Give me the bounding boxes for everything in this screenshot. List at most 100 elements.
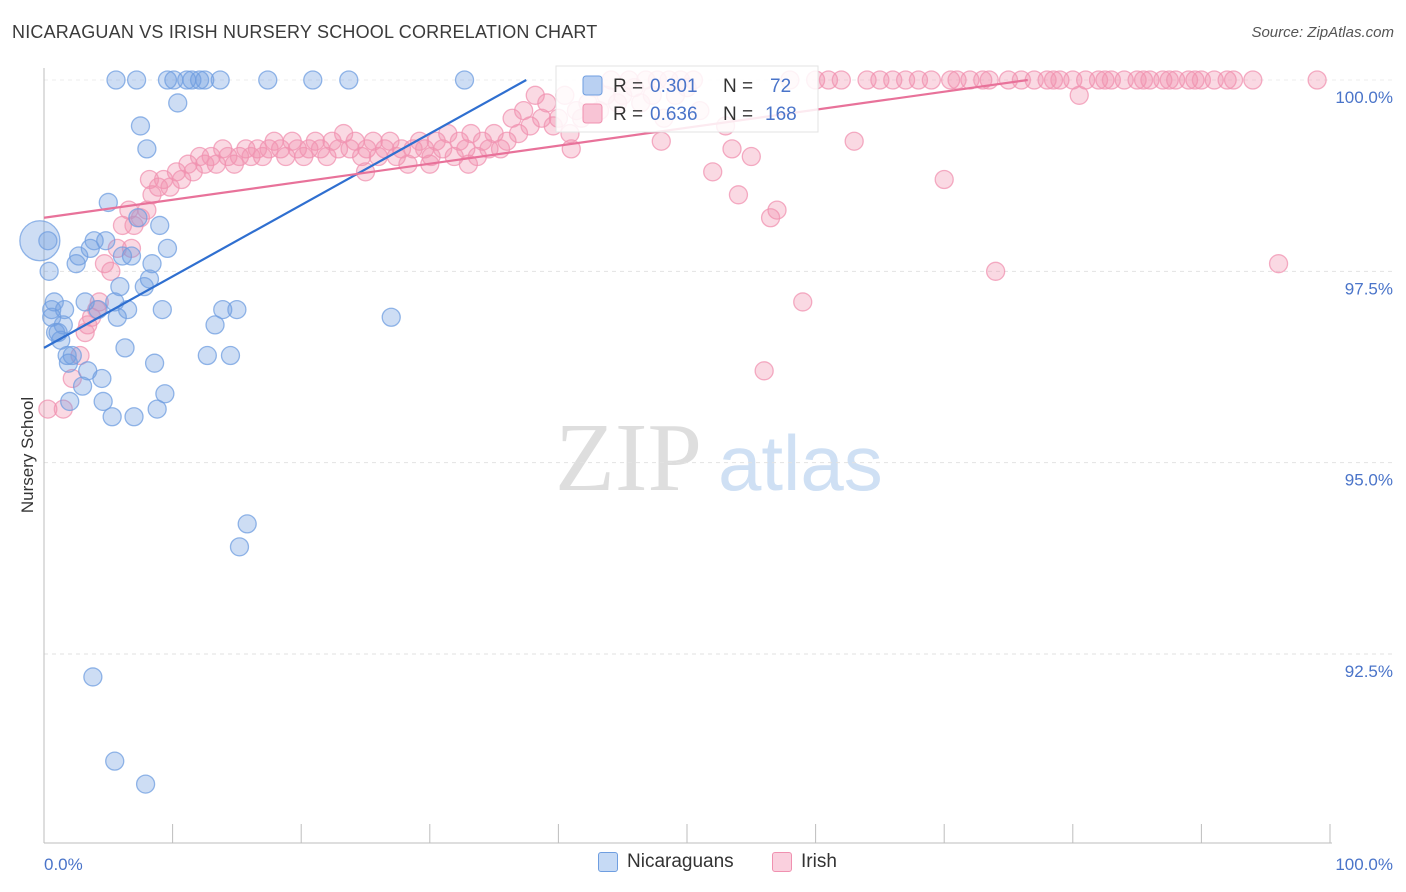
y-axis-label: Nursery School (18, 397, 37, 513)
irish-point (421, 146, 441, 167)
irish-point (525, 85, 545, 105)
nicaraguan-point-large (19, 220, 61, 262)
irish-point (449, 131, 470, 151)
bottom-legend-label-irish: Irish (801, 851, 837, 872)
nicaraguan-point (237, 514, 257, 534)
nicaraguan-point (139, 269, 160, 289)
legend-n-label-0: N = (723, 76, 753, 97)
nicaraguan-point (39, 261, 59, 281)
irish-point (472, 131, 493, 151)
irish-point (461, 123, 481, 144)
nicaraguan-point (227, 299, 247, 320)
irish-point (722, 139, 742, 159)
irish-trend-line (43, 78, 1028, 219)
nicaraguan-point (454, 70, 475, 90)
nicaraguan-point (69, 246, 89, 266)
correlation-legend: R = 0.301 N = 72 R = 0.636 N = 168 (555, 65, 819, 133)
nicaraguan-point (102, 407, 122, 427)
nicaraguan-point (142, 254, 162, 274)
legend-r-label-0: R = (613, 76, 643, 97)
nicaraguan-point (106, 70, 126, 90)
nicaraguan-point (152, 299, 172, 320)
nicaraguan-point (126, 70, 147, 90)
nicaraguan-point (157, 70, 178, 90)
nicaraguan-point (57, 345, 77, 366)
nicaraguan-point (381, 307, 401, 327)
irish-point (1069, 85, 1089, 105)
nicaraguan-point (60, 391, 80, 412)
nicaraguan-point (117, 299, 138, 320)
irish-point (973, 70, 993, 90)
irish-point (651, 131, 671, 151)
irish-point (497, 131, 517, 151)
nicaraguan-point (150, 215, 170, 236)
y-tick-label: 95.0% (1345, 471, 1393, 490)
nicaraguan-point (130, 116, 151, 136)
nicaraguan-point (110, 276, 130, 297)
bottom-legend-nicaraguans: Nicaraguans (598, 851, 734, 873)
irish-point (142, 185, 162, 205)
irish-point (793, 292, 813, 312)
chart-title: NICARAGUAN VS IRISH NURSERY SCHOOL CORRE… (12, 22, 598, 42)
irish-point (1223, 70, 1244, 90)
nicaraguan-point (220, 345, 241, 366)
nicaraguan-point (88, 299, 108, 320)
irish-point (508, 123, 529, 144)
nicaraguan-point (213, 299, 233, 320)
irish-point (741, 146, 761, 167)
bottom-legend-irish: Irish (772, 851, 837, 873)
irish-point (426, 131, 446, 151)
irish-point (754, 361, 774, 381)
irish-point (252, 146, 273, 167)
nicaraguan-point (210, 70, 230, 90)
nicaraguan-points (19, 70, 475, 794)
y-tick-label: 92.5% (1345, 662, 1393, 681)
irish-point (1159, 70, 1179, 90)
irish-point (1243, 70, 1263, 90)
chart-source: Source: ZipAtlas.com (1251, 24, 1394, 41)
y-tick-label: 100.0% (1335, 88, 1393, 107)
irish-point (89, 292, 109, 312)
x-tick-label-max: 100.0% (1335, 855, 1393, 874)
irish-point (1268, 254, 1289, 274)
irish-point (433, 139, 453, 159)
legend-swatch-nicaraguans (582, 75, 603, 96)
irish-point (62, 368, 82, 389)
irish-point (760, 208, 781, 228)
nicaraguan-point (83, 667, 103, 687)
irish-point (1043, 70, 1064, 90)
irish-point (940, 70, 961, 90)
bottom-legend-swatch-nicaraguans (598, 852, 618, 872)
irish-point (398, 154, 418, 174)
nicaraguan-point (93, 391, 113, 412)
nicaraguan-point (58, 353, 79, 373)
nicaraguan-point (72, 376, 93, 396)
nicaraguan-point (168, 93, 188, 113)
irish-point (520, 116, 540, 136)
irish-point (363, 131, 383, 151)
nicaraguan-point (66, 254, 86, 274)
irish-point (1307, 70, 1327, 90)
irish-point (844, 131, 864, 151)
nicaraguan-point (303, 70, 323, 90)
nicaraguan-point (147, 399, 167, 419)
axes (43, 68, 1332, 844)
nicaraguan-point (135, 774, 156, 794)
nicaraguan-point (42, 299, 62, 320)
nicaraguan-point (144, 353, 165, 373)
bottom-legend-swatch-irish (772, 852, 792, 872)
irish-point (934, 169, 954, 190)
nicaraguan-trend-line (43, 79, 527, 349)
irish-point (870, 70, 890, 90)
nicaraguan-point (124, 407, 144, 427)
irish-point (38, 399, 58, 419)
bottom-legend-label-nicaraguans: Nicaraguans (627, 851, 734, 872)
irish-point (1133, 70, 1154, 90)
nicaraguan-point (155, 384, 175, 404)
nicaraguan-point (98, 192, 118, 213)
x-tick-label-min: 0.0% (44, 855, 83, 874)
legend-r-label-1: R = (613, 104, 643, 125)
nicaraguan-point (339, 70, 359, 90)
nicaraguan-point (164, 70, 184, 90)
nicaraguan-point (44, 292, 64, 312)
